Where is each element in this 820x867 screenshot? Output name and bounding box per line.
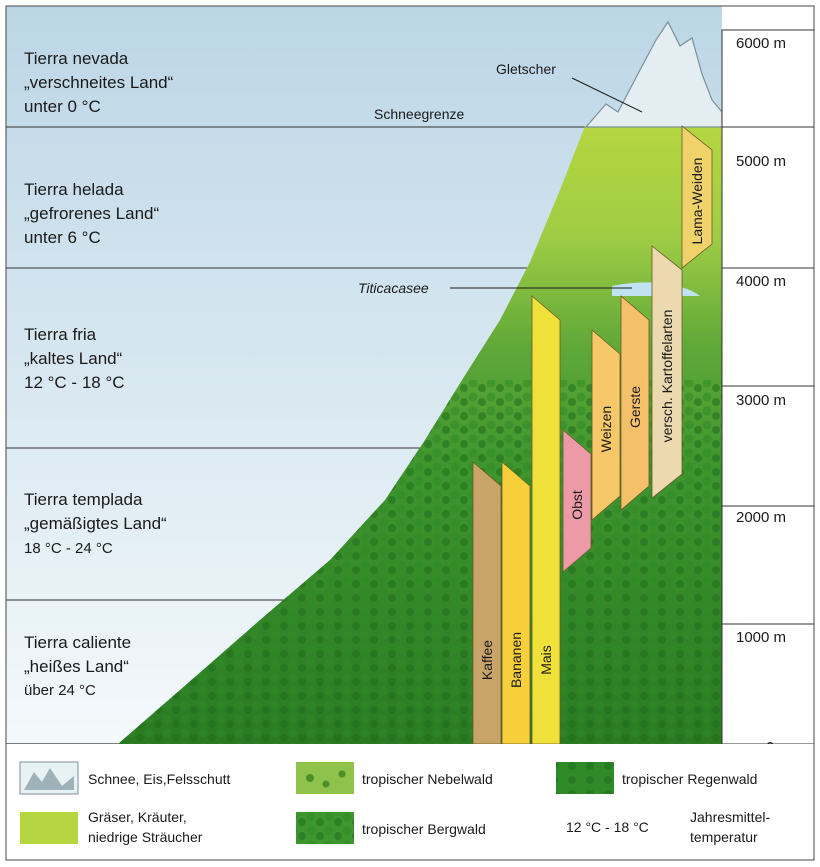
crop-label: Bananen — [508, 632, 524, 688]
legend-label-temp-line2: temperatur — [690, 829, 758, 845]
legend-label-grass-line2: niedrige Sträucher — [88, 829, 203, 845]
zone-name: Tierra nevada — [24, 49, 129, 68]
zone-label-5: Tierra caliente „heißes Land“ über 24 °C — [24, 633, 131, 699]
legend-label-snow: Schnee, Eis,Felsschutt — [88, 771, 231, 787]
crop-label: Weizen — [598, 406, 614, 452]
altitude-label: 3000 m — [736, 392, 786, 409]
crop-bar-shape — [472, 461, 502, 745]
cloudforest-tree-icon — [306, 774, 314, 782]
crop-bar-shape — [651, 245, 683, 499]
legend-temp-example: 12 °C - 18 °C — [566, 819, 649, 835]
lake-label: Titicacasee — [358, 280, 429, 296]
legend-item-cloudforest: tropischer Nebelwald — [296, 762, 493, 794]
snow-swatch-rock-icon — [24, 768, 74, 790]
legend-label-grass-line1: Gräser, Kräuter, — [88, 809, 187, 825]
zone-label-1: Tierra nevada „verschneites Land“ unter 0 … — [24, 49, 174, 116]
legend-item-rainforest: tropischer Regenwald — [556, 762, 757, 794]
legend-label-temp-line1: Jahresmittel- — [690, 809, 770, 825]
legend-swatch-cloudforest — [296, 762, 354, 794]
legend-item-grass: Gräser, Kräuter, niedrige Sträucher — [20, 809, 203, 845]
cloudforest-tree-icon-2 — [322, 780, 330, 788]
zone-subtitle: „kaltes Land“ — [24, 349, 123, 368]
legend-item-temperature: 12 °C - 18 °C Jahresmittel- temperatur — [566, 809, 770, 845]
legend-item-snow: Schnee, Eis,Felsschutt — [19, 761, 231, 795]
crop-bar-shape — [562, 429, 592, 573]
zone-name: Tierra templada — [24, 490, 143, 509]
zone-temperature: unter 0 °C — [24, 97, 101, 116]
zone-label-4: Tierra templada „gemäßigtes Land“ 18 °C - … — [24, 490, 167, 557]
crop-bar-6: Gerste — [620, 295, 650, 511]
zone-subtitle: „gefrorenes Land“ — [24, 204, 159, 223]
crop-bar-5: Weizen — [591, 329, 621, 521]
altitude-label: 6000 m — [736, 35, 786, 52]
zone-temperature: unter 6 °C — [24, 228, 101, 247]
crop-bar-shape — [681, 125, 713, 269]
crop-bar-7: versch. Kartoffelarten — [651, 245, 683, 499]
crop-label: Kaffee — [479, 640, 495, 680]
crop-label: Mais — [538, 645, 554, 675]
crop-label: Lama-Weiden — [689, 158, 705, 245]
crop-label: Obst — [569, 490, 585, 520]
zone-subtitle: „gemäßigtes Land“ — [24, 514, 167, 533]
zone-name: Tierra helada — [24, 180, 124, 199]
altitude-label: 5000 m — [736, 153, 786, 170]
altitude-label: 4000 m — [736, 273, 786, 290]
zone-name: Tierra caliente — [24, 633, 131, 652]
legend: Schnee, Eis,Felsschutt tropischer Nebelw… — [6, 744, 814, 860]
crop-bar-shape — [620, 295, 650, 511]
zone-labels: Tierra nevada „verschneites Land“ unter 0 … — [24, 49, 174, 699]
crop-bar-3: Mais — [531, 295, 561, 745]
legend-item-mountainforest: tropischer Bergwald — [296, 812, 486, 844]
crop-bar-8: Lama-Weiden — [681, 125, 713, 269]
glacier-leader-line — [571, 77, 643, 113]
zone-subtitle: „verschneites Land“ — [24, 73, 174, 92]
rainforest-swatch-texture — [556, 762, 614, 794]
mountainforest-swatch-texture — [296, 812, 354, 844]
zone-temperature: 12 °C - 18 °C — [24, 373, 125, 392]
crop-bar-shape — [531, 295, 561, 745]
crop-bar-1: Kaffee — [472, 461, 502, 745]
legend-label-mountainforest: tropischer Bergwald — [362, 821, 486, 837]
zone-temperature: 18 °C - 24 °C — [24, 540, 113, 557]
legend-background — [6, 744, 814, 860]
snowline-label: Schneegrenze — [374, 106, 465, 122]
zone-subtitle: „heißes Land“ — [24, 657, 129, 676]
annotation-glacier: Gletscher — [496, 61, 643, 113]
zone-label-3: Tierra fria „kaltes Land“ 12 °C - 18 °C — [24, 325, 125, 392]
crop-bar-shape — [501, 461, 531, 745]
crop-label: Gerste — [627, 386, 643, 428]
altitude-label: 1000 m — [736, 629, 786, 646]
altitude-scale-box — [721, 29, 815, 745]
crop-bar-2: Bananen — [501, 461, 531, 745]
zone-name: Tierra fria — [24, 325, 97, 344]
legend-label-rainforest: tropischer Regenwald — [622, 771, 757, 787]
outer-border — [5, 5, 815, 861]
legend-swatch-grass — [20, 812, 78, 844]
annotation-lake: Titicacasee — [358, 280, 632, 296]
crop-bar-shape — [591, 329, 621, 521]
crop-bar-4: Obst — [562, 429, 592, 573]
crop-label: versch. Kartoffelarten — [659, 310, 675, 443]
legend-label-cloudforest: tropischer Nebelwald — [362, 771, 493, 787]
zone-label-2: Tierra helada „gefrorenes Land“ unter 6 °C — [24, 180, 159, 247]
zone-temperature: über 24 °C — [24, 682, 96, 699]
altitude-label: 2000 m — [736, 509, 786, 526]
cloudforest-tree-icon-3 — [338, 770, 346, 778]
glacier-label: Gletscher — [496, 61, 556, 77]
